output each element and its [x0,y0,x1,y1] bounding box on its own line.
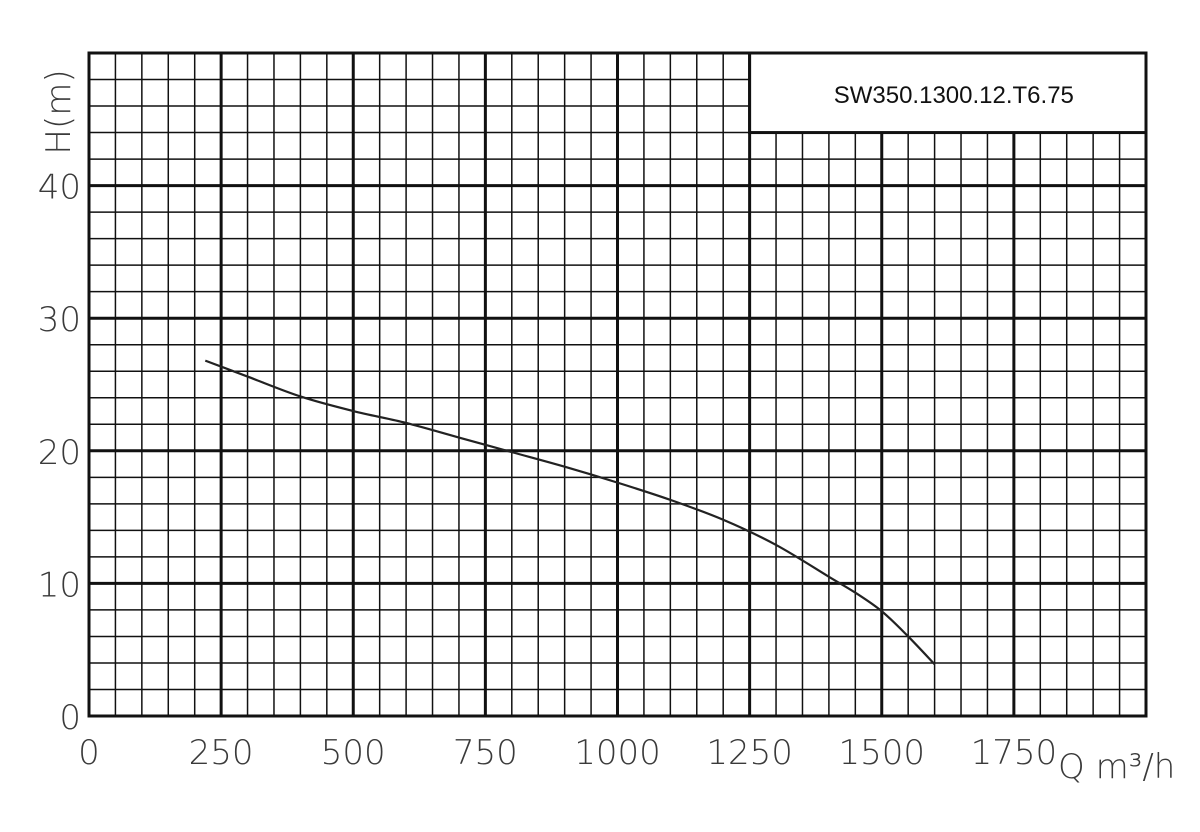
x-tick-label: 1250 [706,733,793,773]
x-tick-label: 1750 [971,733,1058,773]
x-tick-label: 500 [321,733,386,773]
chart-title: SW350.1300.12.T6.75 [834,82,1074,109]
head-flow-curve [204,359,936,666]
y-tick-label: 30 [38,300,81,340]
y-tick-label: 40 [38,168,81,208]
y-tick-labels: 0 10 20 30 40 [38,168,81,738]
x-tick-label: 750 [453,733,518,773]
y-axis-label: H(m) [39,69,79,154]
series-group [204,359,936,666]
plot-frame [87,51,1148,718]
y-tick-label: 20 [38,433,81,473]
x-tick-labels: 0 250 500 750 1000 1250 1500 1750 [78,733,1057,773]
model-label-box [748,51,1148,135]
x-axis-label: Q m³/h [1058,747,1175,787]
y-tick-label: 0 [59,698,81,738]
x-tick-label: 1000 [574,733,661,773]
x-tick-label: 0 [78,733,100,773]
x-tick-label: 250 [189,733,254,773]
major-grid [89,53,1146,716]
x-tick-label: 1500 [838,733,925,773]
y-tick-label: 10 [38,565,81,605]
